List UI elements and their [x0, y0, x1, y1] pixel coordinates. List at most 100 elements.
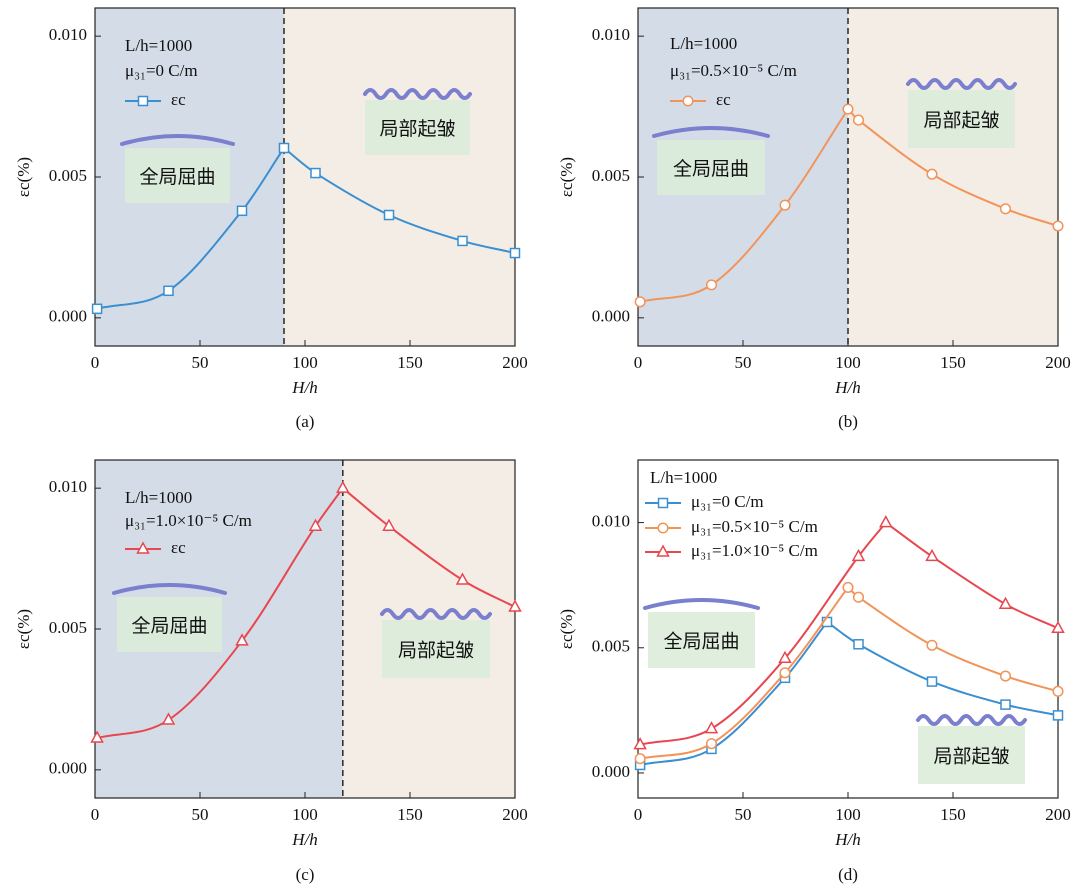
marker — [90, 730, 104, 743]
legend-label: εc — [716, 90, 731, 109]
global-buckling-inset: 全局屈曲 — [643, 598, 760, 668]
marker — [853, 639, 864, 650]
x-tick-label: 100 — [292, 353, 318, 372]
wave — [112, 583, 227, 595]
marker — [999, 203, 1012, 215]
marker — [879, 515, 893, 528]
x-tick-label: 200 — [502, 805, 528, 824]
inset-box — [918, 726, 1025, 784]
y-tick-label: 0.000 — [592, 307, 630, 326]
marker — [705, 279, 718, 291]
marker — [704, 721, 719, 734]
marker — [163, 285, 174, 297]
legend-label: μ₃₁=1.0×10⁻⁵ C/m — [691, 541, 818, 560]
marker — [455, 572, 470, 585]
marker — [1052, 685, 1064, 697]
legend-marker — [656, 544, 670, 557]
legend-label: μ₃₁=0.5×10⁻⁵ C/m — [691, 517, 818, 536]
x-tick-label: 50 — [192, 805, 209, 824]
inset-label: 局部起皱 — [379, 118, 455, 140]
x-tick-label: 150 — [940, 805, 966, 824]
y-tick-label: 0.000 — [49, 307, 87, 326]
inset-label: 全局屈曲 — [673, 158, 749, 180]
marker — [634, 296, 646, 308]
x-tick-label: 150 — [940, 353, 966, 372]
marker — [999, 670, 1012, 682]
series-line — [639, 521, 1058, 746]
legend-marker — [137, 95, 149, 107]
caption: (a) — [296, 412, 315, 431]
annotation: L/h=1000 — [125, 488, 192, 507]
caption: (c) — [296, 865, 315, 884]
marker — [926, 676, 938, 687]
marker — [926, 639, 938, 651]
local-wrinkle-inset: 局部起皱 — [363, 88, 472, 155]
wave — [120, 134, 235, 146]
wave — [363, 88, 472, 100]
x-tick-label: 100 — [835, 805, 861, 824]
marker — [383, 209, 395, 221]
annotation: μ₃₁=1.0×10⁻⁵ C/m — [125, 511, 252, 530]
y-axis-label: εc(%) — [14, 609, 33, 649]
x-tick-label: 0 — [91, 353, 100, 372]
legend-marker — [657, 522, 669, 534]
x-tick-label: 150 — [397, 353, 423, 372]
inset-box — [125, 148, 230, 203]
inset-label: 局部起皱 — [933, 746, 1009, 768]
y-tick-label: 0.010 — [592, 25, 630, 44]
inset-label: 局部起皱 — [398, 640, 474, 662]
marker — [634, 753, 646, 765]
wave — [643, 598, 760, 610]
marker — [1000, 699, 1011, 710]
y-tick-label: 0.005 — [592, 637, 630, 656]
series-line — [639, 620, 1058, 766]
marker — [509, 247, 521, 259]
marker — [235, 633, 249, 646]
x-tick-label: 0 — [634, 805, 643, 824]
annotation: μ₃₁=0 C/m — [125, 61, 198, 80]
y-axis-label: εc(%) — [557, 609, 576, 649]
x-axis-label: H/h — [291, 830, 318, 849]
caption: (b) — [838, 412, 858, 431]
marker — [457, 235, 468, 247]
y-tick-label: 0.005 — [49, 618, 87, 637]
y-tick-label: 0.010 — [592, 511, 630, 530]
inset-box — [382, 620, 490, 678]
marker — [91, 303, 103, 315]
inset-label: 全局屈曲 — [131, 615, 207, 637]
x-tick-label: 150 — [397, 805, 423, 824]
inset-box — [117, 597, 222, 652]
x-tick-label: 200 — [502, 353, 528, 372]
inset-label: 全局屈曲 — [139, 166, 215, 188]
series-line — [96, 146, 515, 310]
marker — [851, 548, 866, 562]
x-tick-label: 100 — [292, 805, 318, 824]
marker — [925, 548, 939, 562]
wave — [380, 608, 492, 620]
inset-label: 全局屈曲 — [663, 631, 739, 653]
y-tick-label: 0.005 — [49, 166, 87, 185]
local-wrinkle-inset: 局部起皱 — [380, 608, 492, 678]
global-buckling-inset: 全局屈曲 — [112, 583, 227, 652]
inset-box — [648, 612, 755, 668]
x-axis-label: H/h — [291, 378, 318, 397]
y-tick-label: 0.010 — [49, 25, 87, 44]
marker — [308, 518, 323, 531]
x-tick-label: 0 — [634, 353, 643, 372]
annotation: μ₃₁=0.5×10⁻⁵ C/m — [670, 61, 797, 80]
caption: (d) — [838, 865, 858, 884]
marker — [1051, 620, 1065, 633]
marker — [998, 596, 1013, 609]
annotation: L/h=1000 — [125, 36, 192, 55]
x-tick-label: 200 — [1045, 805, 1071, 824]
x-tick-label: 50 — [735, 353, 752, 372]
global-buckling-inset: 全局屈曲 — [120, 134, 235, 203]
marker — [382, 518, 396, 531]
series-line — [96, 486, 515, 739]
wave — [652, 126, 770, 138]
y-tick-label: 0.010 — [49, 477, 87, 496]
y-tick-label: 0.000 — [592, 762, 630, 781]
legend-marker — [136, 541, 150, 554]
local-region — [848, 8, 1058, 346]
